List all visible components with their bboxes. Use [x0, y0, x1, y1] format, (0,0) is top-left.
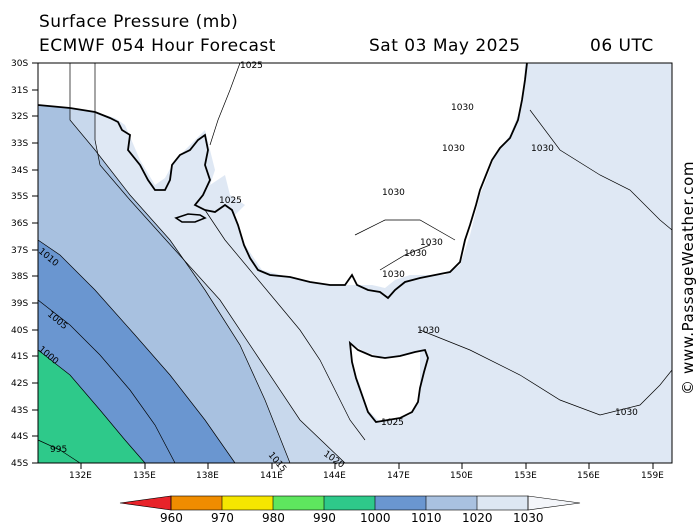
- lat-label: 30S: [11, 59, 28, 69]
- lat-label: 36S: [11, 219, 28, 229]
- model-forecast-label: ECMWF 054 Hour Forecast: [39, 36, 276, 56]
- isobar-label: 1025: [240, 61, 263, 71]
- isobar-label: 995: [50, 445, 67, 455]
- lon-label: 153E: [514, 471, 537, 481]
- tasmania: [350, 343, 427, 422]
- scale-label: 1000: [360, 511, 391, 525]
- isobar-label: 1030: [382, 270, 405, 280]
- isobar-label: 1030: [417, 326, 440, 336]
- longitude-axis: 132E 135E 138E 141E 144E 147E 150E 153E …: [69, 463, 664, 481]
- lat-label: 33S: [11, 139, 28, 149]
- lat-label: 31S: [11, 86, 28, 96]
- scale-arrow-left: [120, 496, 171, 510]
- isobar-label: 1030: [531, 144, 554, 154]
- lat-label: 32S: [11, 112, 28, 122]
- lon-label: 138E: [196, 471, 219, 481]
- lat-label: 40S: [11, 326, 28, 336]
- northeast-landmass: [530, 63, 672, 230]
- pressure-color-scale: 960 970 980 990 1000 1010 1020 1030: [119, 495, 581, 525]
- kangaroo-island: [174, 213, 207, 223]
- lon-label: 144E: [323, 471, 346, 481]
- scale-label: 1010: [411, 511, 442, 525]
- lon-label: 132E: [69, 471, 92, 481]
- map-title: Surface Pressure (mb): [39, 12, 239, 32]
- latitude-axis: 30S 31S 32S 33S 34S 35S 36S 37S 38S 39S …: [11, 59, 38, 469]
- scale-label: 1020: [462, 511, 493, 525]
- lat-label: 37S: [11, 246, 28, 256]
- lon-label: 147E: [387, 471, 410, 481]
- isobar-label: 1030: [420, 238, 443, 248]
- site-watermark: © www.PassageWeather.com: [679, 160, 697, 395]
- lat-label: 38S: [11, 272, 28, 282]
- lon-label: 150E: [450, 471, 473, 481]
- lat-label: 41S: [11, 352, 28, 362]
- tasmania-coast: [348, 340, 429, 423]
- lat-label: 44S: [11, 432, 28, 442]
- scale-label: 980: [262, 511, 285, 525]
- pressure-band-1000: [38, 350, 145, 463]
- scale-bin: [222, 496, 273, 510]
- map-border: [37, 62, 673, 464]
- high-pressure-region: [420, 330, 672, 463]
- isobar-label: 1030: [404, 249, 427, 259]
- scale-bin: [426, 496, 477, 510]
- lat-label: 35S: [11, 192, 28, 202]
- scale-bin: [375, 496, 426, 510]
- scale-label: 990: [313, 511, 336, 525]
- scale-bin: [324, 496, 375, 510]
- coastline: [37, 62, 528, 300]
- isobar-label: 1025: [381, 418, 404, 428]
- lat-label: 42S: [11, 379, 28, 389]
- isobar-label: 1030: [615, 408, 638, 418]
- scale-bin: [477, 496, 528, 510]
- isobar-label: 1030: [442, 144, 465, 154]
- isobar-lines: [37, 62, 673, 464]
- scale-bin: [273, 496, 324, 510]
- lat-label: 34S: [11, 166, 28, 176]
- lon-label: 141E: [260, 471, 283, 481]
- lat-label: 43S: [11, 406, 28, 416]
- lat-label: 45S: [11, 459, 28, 469]
- scale-label: 1030: [513, 511, 544, 525]
- australia-landmass: [38, 63, 525, 288]
- isobar-label: 1030: [382, 188, 405, 198]
- forecast-time: 06 UTC: [590, 36, 654, 56]
- scale-label: 970: [211, 511, 234, 525]
- isobar-label: 1025: [219, 196, 242, 206]
- scale-bin: [171, 496, 222, 510]
- isobar-label: 1030: [451, 103, 474, 113]
- scale-arrow-right: [528, 496, 580, 510]
- scale-label: 960: [160, 511, 183, 525]
- forecast-date: Sat 03 May 2025: [369, 36, 521, 56]
- lon-label: 135E: [133, 471, 156, 481]
- lon-label: 159E: [641, 471, 664, 481]
- lat-label: 39S: [11, 299, 28, 309]
- lon-label: 156E: [577, 471, 600, 481]
